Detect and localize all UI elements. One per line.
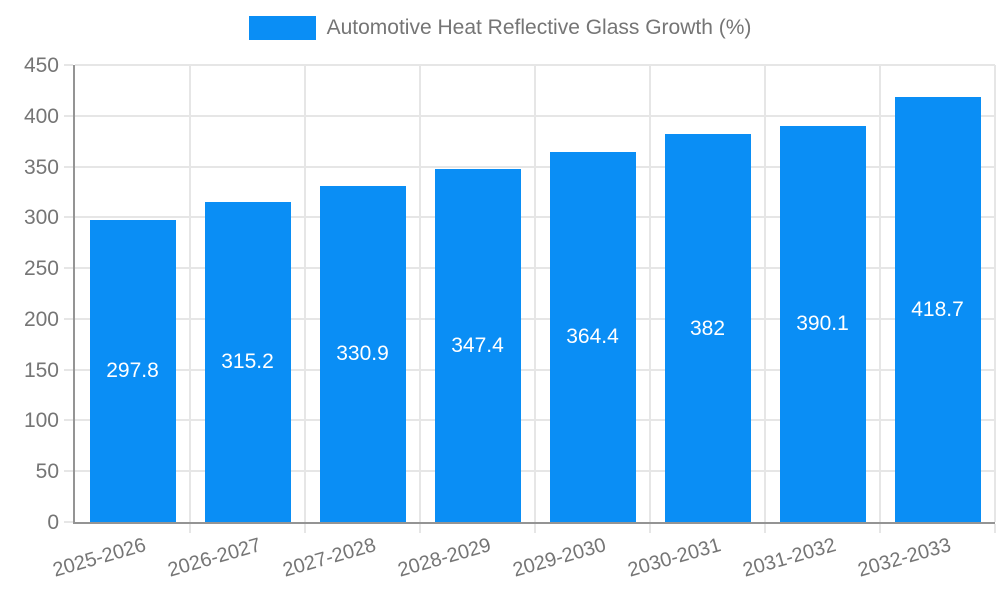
bar-value-label: 418.7 bbox=[911, 297, 964, 321]
bar-value-label: 382 bbox=[689, 316, 726, 340]
bar: 330.9 bbox=[319, 185, 406, 522]
x-tick bbox=[534, 524, 536, 533]
x-axis-tick-label: 2032-2033 bbox=[855, 534, 954, 582]
x-tick bbox=[994, 524, 996, 533]
x-axis-tick-label: 2025-2026 bbox=[50, 534, 149, 582]
y-axis-tick-label: 450 bbox=[23, 54, 59, 77]
bar-value-label: 297.8 bbox=[106, 359, 159, 383]
bar: 297.8 bbox=[89, 219, 176, 522]
bar: 418.7 bbox=[894, 96, 981, 522]
x-gridline bbox=[534, 65, 536, 522]
x-axis-tick-label: 2031-2032 bbox=[740, 534, 839, 582]
y-tick bbox=[64, 521, 73, 523]
y-tick bbox=[64, 64, 73, 66]
y-tick bbox=[64, 470, 73, 473]
y-axis-tick-label: 200 bbox=[23, 307, 59, 331]
legend-label: Automotive Heat Reflective Glass Growth … bbox=[326, 16, 752, 39]
y-axis-tick-label: 100 bbox=[23, 409, 59, 433]
bar: 390.1 bbox=[779, 125, 866, 522]
y-tick bbox=[64, 114, 73, 117]
bar-value-label: 330.9 bbox=[336, 342, 389, 366]
bar: 347.4 bbox=[434, 169, 521, 522]
plot-area: 0 50 100 150 200 250 300 350 400 450 297.8 2025-202… bbox=[24, 55, 996, 582]
x-gridline bbox=[994, 65, 996, 522]
chart-legend: Automotive Heat Reflective Glass Growth … bbox=[0, 16, 1000, 40]
bar-value-label: 347.4 bbox=[451, 334, 504, 358]
x-axis-tick-label: 2029-2030 bbox=[510, 534, 609, 582]
x-tick bbox=[304, 524, 306, 533]
x-tick bbox=[419, 524, 421, 533]
x-axis-tick-label: 2028-2029 bbox=[395, 534, 494, 582]
bar: 364.4 bbox=[549, 151, 636, 522]
y-axis-tick-label: 50 bbox=[35, 460, 59, 484]
x-gridline bbox=[649, 65, 651, 522]
x-axis-tick-label: 2027-2028 bbox=[280, 534, 379, 582]
x-axis-tick-label: 2030-2031 bbox=[625, 534, 724, 582]
y-axis-tick-label: 250 bbox=[23, 257, 59, 281]
bar: 382 bbox=[664, 134, 751, 522]
x-gridline bbox=[189, 65, 191, 522]
x-tick bbox=[189, 524, 191, 533]
x-tick bbox=[649, 524, 651, 533]
x-tick bbox=[764, 524, 766, 533]
x-axis-tick-label: 2026-2027 bbox=[165, 534, 264, 582]
y-tick bbox=[64, 419, 73, 422]
y-axis-tick-label: 350 bbox=[23, 155, 59, 179]
y-tick bbox=[64, 165, 73, 168]
y-tick bbox=[64, 267, 73, 270]
x-gridline bbox=[764, 65, 766, 522]
x-gridline bbox=[304, 65, 306, 522]
x-tick bbox=[879, 524, 881, 533]
legend-swatch bbox=[248, 16, 316, 40]
y-axis-tick-label: 400 bbox=[23, 104, 59, 128]
bar-value-label: 315.2 bbox=[221, 350, 274, 374]
bar-value-label: 390.1 bbox=[796, 312, 849, 336]
y-axis-tick-label: 300 bbox=[23, 206, 59, 230]
y-tick bbox=[64, 216, 73, 219]
y-axis-tick-label: 150 bbox=[23, 358, 59, 382]
bar: 315.2 bbox=[204, 201, 291, 522]
x-gridline bbox=[879, 65, 881, 522]
x-gridline bbox=[419, 65, 421, 522]
y-tick bbox=[64, 317, 73, 320]
y-tick bbox=[64, 368, 73, 371]
y-axis-tick-label: 0 bbox=[47, 511, 59, 534]
bar-value-label: 364.4 bbox=[566, 325, 619, 349]
